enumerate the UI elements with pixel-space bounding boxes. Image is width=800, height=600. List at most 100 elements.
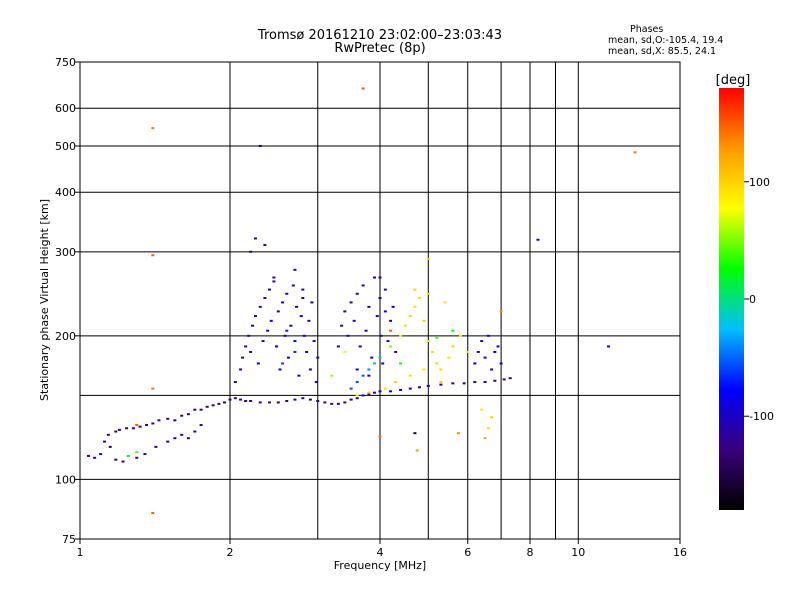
data-point [343,401,347,404]
data-point [457,432,461,435]
data-point [389,390,393,393]
data-point [367,393,371,396]
data-point [355,381,359,384]
data-point [295,305,299,308]
data-point [473,362,477,365]
data-point [426,340,430,343]
data-point [267,288,271,291]
data-point [378,297,382,300]
colorbar-tick-label: 100 [749,176,770,189]
data-point [415,449,419,452]
data-point [394,381,398,384]
data-point [103,440,107,443]
data-point [361,394,365,397]
data-point [316,356,320,359]
data-point [349,398,353,401]
data-point [256,362,260,365]
data-point [361,87,365,90]
y-tick-label: 500 [55,140,76,153]
data-point [223,401,227,404]
data-point [151,127,155,130]
data-point [269,319,273,322]
x-tick-label: 1 [77,546,84,559]
data-point [293,340,297,343]
y-axis-label: Stationary phase Virtual Height [km] [38,199,51,401]
data-point [258,144,262,147]
data-point [151,512,155,515]
data-point [417,386,421,389]
data-point [258,401,262,404]
data-point [263,244,267,247]
data-point [117,428,121,431]
data-point [293,398,297,401]
data-point [422,319,426,322]
data-point [239,398,243,401]
data-point [302,334,306,337]
data-point [378,276,382,279]
data-point [330,374,334,377]
data-point [373,362,377,365]
data-point [263,297,267,300]
data-point [413,305,417,308]
data-point [361,374,365,377]
data-point [301,397,305,400]
data-point [355,397,359,400]
data-point [151,254,155,257]
x-axis-label: Frequency [MHz] [334,559,426,572]
data-point [125,427,129,430]
data-point [499,362,503,365]
data-point [373,391,377,394]
data-points [86,87,637,515]
data-point [249,250,253,253]
data-point [343,350,347,353]
x-axis-ticks: 1 2 4 6 8 10 16 [77,539,687,559]
data-point [166,440,170,443]
data-point [278,368,282,371]
data-point [114,430,118,433]
data-point [343,310,347,313]
data-point [607,345,611,348]
x-tick-label: 8 [527,546,534,559]
y-tick-label: 200 [55,330,76,343]
chart-title: Tromsø 20161210 23:02:00–23:03:43 [257,28,503,43]
data-point [483,381,487,384]
data-point [114,458,118,461]
data-point [399,362,403,365]
data-point [145,424,149,427]
data-point [370,356,374,359]
x-tick-label: 4 [377,546,384,559]
data-point [451,382,455,385]
data-point [367,391,371,394]
data-point [323,401,327,404]
data-point [244,400,248,403]
data-point [378,356,382,359]
data-point [383,288,387,291]
data-point [426,384,430,387]
data-point [266,329,270,332]
data-point [151,422,155,425]
colorbar-tick-label: 0 [749,293,756,306]
data-point [99,453,103,456]
data-point [186,437,190,440]
data-point [466,350,470,353]
data-point [312,340,316,343]
data-point [473,381,477,384]
data-point [143,453,147,456]
data-point [439,381,443,384]
data-point [267,401,271,404]
colorbar-ticks: 100 0 -100 [744,176,774,423]
data-point [199,424,203,427]
data-point [426,292,430,295]
data-point [443,301,447,304]
data-point [391,305,395,308]
data-point [476,350,480,353]
data-point [135,456,139,459]
data-point [261,340,265,343]
data-point [293,350,297,353]
data-point [308,368,312,371]
data-point [336,402,340,405]
data-point [186,413,190,416]
data-point [305,350,309,353]
data-point [241,356,245,359]
data-point [462,382,466,385]
